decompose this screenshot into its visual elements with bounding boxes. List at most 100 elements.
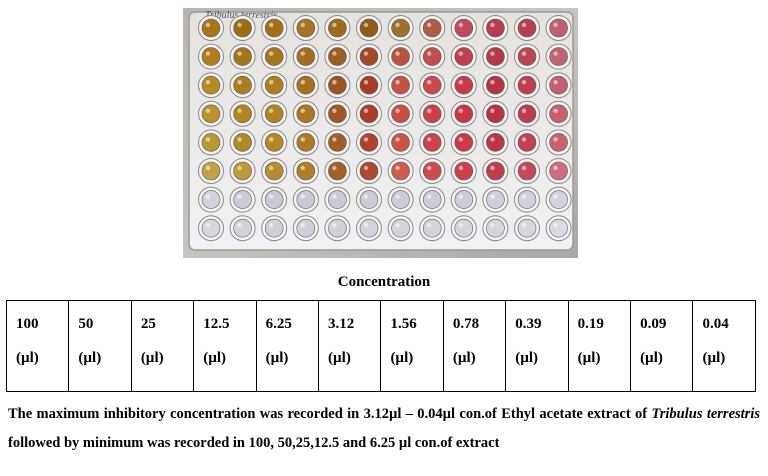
- table-cell: 0.09 (µl): [630, 300, 694, 392]
- cell-value: 0.04: [702, 316, 729, 332]
- cell-value: 0.09: [640, 316, 667, 332]
- plate-well: [198, 215, 224, 242]
- plate-well: [229, 215, 256, 242]
- plate-well: [387, 158, 414, 184]
- cell-unit: (µl): [328, 350, 351, 366]
- cell-value: 0.39: [515, 316, 542, 332]
- plate-well: [292, 43, 319, 70]
- plate-well: [198, 129, 224, 156]
- plate-well: [450, 215, 477, 242]
- cell-unit: (µl): [702, 350, 726, 366]
- cell-unit: (µl): [640, 350, 663, 366]
- plate-well: [324, 100, 351, 127]
- plate-well: [387, 72, 414, 99]
- cell-value: 0.78: [452, 316, 480, 332]
- plate-well: [198, 158, 224, 184]
- microplate-photo: Tribulus terrestris: [183, 8, 578, 258]
- plate-well: [198, 72, 224, 99]
- plate-well: [450, 15, 477, 41]
- plate-well: [545, 129, 572, 156]
- plate-well: [261, 100, 288, 127]
- concentration-table: 100 (µl) 50 (µl) 25 (µl) 12.5 (µl) 6.25 (µl) …: [5, 300, 756, 392]
- table-cell: 0.19 (µl): [567, 300, 632, 392]
- plate-well: [387, 43, 414, 70]
- plate-well: [545, 186, 572, 213]
- plate-well: [292, 72, 319, 99]
- plate-well: [324, 43, 351, 70]
- plate-well: [419, 15, 446, 41]
- plate-well: [514, 215, 540, 242]
- plate-well: [482, 43, 509, 70]
- cell-unit: (µl): [577, 350, 601, 366]
- cell-unit: (µl): [265, 350, 289, 366]
- plate-well: [514, 43, 540, 70]
- plate-well: [324, 158, 351, 184]
- plate-well: [482, 129, 509, 156]
- note-text-end: followed by minimum was recorded in 100,…: [8, 434, 500, 451]
- cell-unit: (µl): [515, 350, 539, 366]
- plate-well: [229, 100, 256, 127]
- note-text-start: The maximum inhibitory concentration was…: [8, 405, 652, 422]
- plate-well: [261, 15, 288, 41]
- plate-well: [387, 15, 414, 41]
- plate-well: [514, 72, 540, 99]
- plate-well: [450, 100, 477, 127]
- plate-well: [261, 43, 288, 70]
- plate-well: [545, 100, 572, 127]
- plate-well: [482, 100, 509, 127]
- plate-well: [229, 186, 256, 213]
- plate-well: [545, 158, 572, 184]
- plate-well: [450, 72, 477, 99]
- plate-well: [198, 15, 224, 41]
- cell-value: 50: [78, 316, 94, 332]
- cell-unit: (µl): [140, 350, 164, 366]
- plate-well: [324, 15, 351, 41]
- plate-well: [261, 72, 288, 99]
- plate-well: [292, 215, 319, 242]
- plate-well: [356, 129, 382, 156]
- table-cell: 0.04 (µl): [692, 300, 756, 392]
- plate-well: [356, 43, 382, 70]
- table-row: 100 (µl) 50 (µl) 25 (µl) 12.5 (µl) 6.25 (µl) …: [5, 300, 756, 392]
- plate-well: [387, 100, 414, 127]
- plate-well: [514, 129, 540, 156]
- table-cell: 100 (µl): [5, 300, 70, 392]
- cell-unit: (µl): [78, 350, 102, 366]
- plate-well: [292, 186, 319, 213]
- cell-value: 100: [16, 316, 39, 332]
- plate-well: [324, 129, 351, 156]
- plate-well: [292, 158, 319, 184]
- plate-well: [229, 43, 256, 70]
- plate-well: [514, 158, 540, 184]
- plate-well: [450, 186, 477, 213]
- plate-well: [545, 72, 572, 99]
- cell-unit: (µl): [16, 350, 39, 366]
- cell-value: 6.25: [265, 316, 292, 332]
- cell-unit: (µl): [390, 350, 414, 366]
- plate-well: [261, 215, 288, 242]
- plate-well: [229, 15, 256, 41]
- plate-well: [198, 100, 224, 127]
- table-cell: 0.78 (µl): [442, 300, 507, 392]
- cell-value: 3.12: [328, 316, 355, 332]
- plate-well: [387, 129, 414, 156]
- table-cell: 50 (µl): [68, 300, 132, 392]
- plate-well: [356, 215, 382, 242]
- plate-well: [419, 43, 446, 70]
- cell-value: 0.19: [577, 316, 604, 332]
- plate-body: [188, 11, 574, 251]
- table-cell: 6.25 (µl): [255, 300, 320, 392]
- plate-well: [450, 43, 477, 70]
- plate-well: [356, 186, 382, 213]
- plate-well: [545, 15, 572, 41]
- plate-well: [419, 100, 446, 127]
- table-cell: 25 (µl): [130, 300, 195, 392]
- plate-well: [356, 72, 382, 99]
- plate-well: [482, 215, 509, 242]
- plate-well: [292, 15, 319, 41]
- plate-well: [324, 72, 351, 99]
- table-cell: 12.5 (µl): [193, 300, 257, 392]
- plate-well: [198, 43, 224, 70]
- results-note: The maximum inhibitory concentration was…: [8, 400, 760, 458]
- plate-well: [356, 15, 382, 41]
